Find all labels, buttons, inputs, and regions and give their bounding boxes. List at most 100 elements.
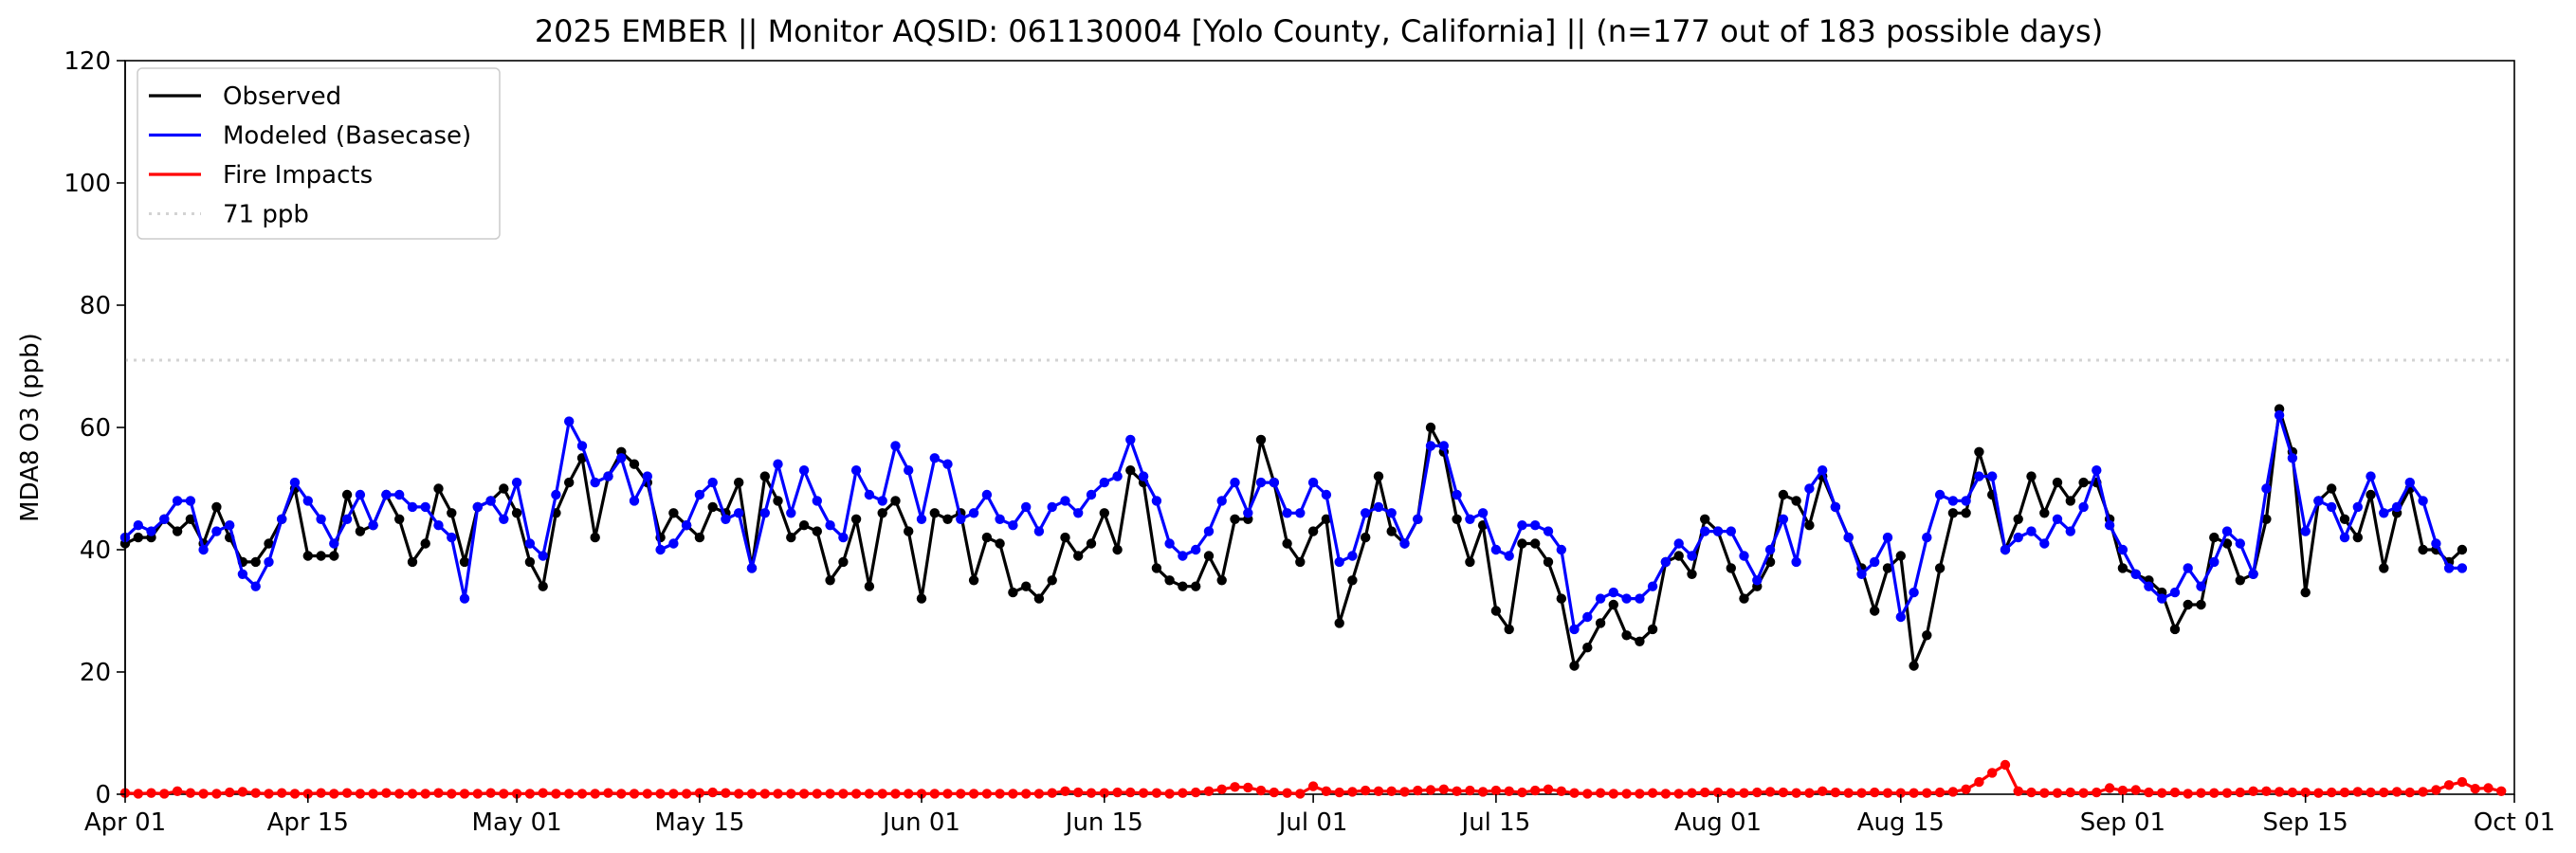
data-point bbox=[1307, 526, 1319, 536]
data-point bbox=[1569, 624, 1580, 635]
data-point bbox=[564, 416, 575, 426]
data-point bbox=[1230, 514, 1240, 524]
data-point bbox=[968, 575, 979, 586]
data-point bbox=[1582, 789, 1593, 799]
data-point bbox=[1361, 532, 1371, 543]
data-point bbox=[447, 508, 457, 518]
data-point bbox=[1164, 575, 1175, 586]
data-point bbox=[2483, 783, 2494, 793]
data-point bbox=[1047, 575, 1057, 586]
data-point bbox=[1099, 788, 1110, 798]
data-point bbox=[341, 514, 353, 524]
data-point bbox=[1595, 618, 1606, 628]
data-point bbox=[1060, 532, 1070, 543]
data-point bbox=[459, 789, 470, 799]
data-point bbox=[1635, 593, 1645, 604]
data-point bbox=[1465, 514, 1475, 524]
legend-item: Observed bbox=[149, 82, 341, 111]
data-point bbox=[1282, 508, 1292, 518]
data-point bbox=[485, 788, 496, 798]
data-point bbox=[1347, 787, 1358, 797]
data-point bbox=[1086, 538, 1097, 549]
data-point bbox=[316, 788, 326, 798]
data-point bbox=[798, 465, 810, 476]
data-point bbox=[2026, 787, 2037, 798]
data-point bbox=[1086, 489, 1097, 500]
data-point bbox=[1635, 636, 1645, 646]
data-point bbox=[472, 789, 483, 799]
data-point bbox=[1608, 587, 1619, 598]
data-point bbox=[1321, 786, 1332, 796]
data-point bbox=[420, 538, 430, 549]
data-point bbox=[1764, 556, 1776, 568]
data-point bbox=[1778, 514, 1789, 524]
legend-label: Modeled (Basecase) bbox=[223, 122, 471, 151]
data-point bbox=[1934, 563, 1946, 573]
data-point bbox=[798, 789, 810, 799]
data-point bbox=[2117, 785, 2128, 796]
y-tick-label: 120 bbox=[64, 47, 111, 76]
data-point bbox=[264, 556, 274, 568]
data-point bbox=[1595, 593, 1606, 604]
data-point bbox=[2327, 787, 2337, 798]
data-point bbox=[1791, 788, 1801, 798]
data-point bbox=[1791, 496, 1801, 506]
data-point bbox=[1961, 784, 1971, 794]
data-point bbox=[407, 556, 418, 568]
data-point bbox=[381, 489, 392, 500]
data-point bbox=[1660, 789, 1672, 799]
data-point bbox=[1556, 544, 1567, 555]
data-point bbox=[211, 501, 222, 513]
data-point bbox=[576, 441, 588, 451]
data-point bbox=[1138, 788, 1149, 798]
data-point bbox=[447, 789, 457, 799]
data-point bbox=[172, 786, 183, 796]
data-point bbox=[1961, 508, 1971, 518]
data-point bbox=[2052, 477, 2063, 488]
data-point bbox=[1778, 787, 1789, 798]
data-point bbox=[1282, 788, 1292, 798]
data-point bbox=[2379, 563, 2389, 573]
data-point bbox=[447, 532, 457, 543]
y-axis: 0 20 40 60 80 100 120 bbox=[64, 47, 126, 809]
data-point bbox=[185, 514, 196, 524]
data-point bbox=[1269, 787, 1280, 798]
data-point bbox=[2104, 520, 2115, 531]
data-point bbox=[2078, 788, 2089, 798]
data-point bbox=[1465, 785, 1475, 796]
data-point bbox=[668, 789, 679, 799]
data-point bbox=[1974, 776, 1984, 788]
data-point bbox=[1726, 788, 1737, 798]
data-point bbox=[250, 581, 261, 591]
data-point bbox=[1517, 520, 1527, 531]
data-point bbox=[1307, 477, 1319, 488]
data-point bbox=[1712, 787, 1724, 798]
data-point bbox=[1321, 514, 1332, 524]
data-point bbox=[198, 544, 209, 555]
data-point bbox=[1334, 556, 1344, 568]
data-point bbox=[2196, 788, 2206, 798]
data-point bbox=[1974, 446, 1984, 457]
data-point bbox=[1804, 788, 1815, 798]
data-point bbox=[864, 789, 875, 799]
data-point bbox=[1909, 661, 1919, 671]
data-point bbox=[916, 514, 927, 524]
legend-box bbox=[137, 67, 501, 240]
data-point bbox=[942, 459, 953, 469]
data-point bbox=[2418, 787, 2428, 797]
data-point bbox=[264, 789, 274, 799]
x-tick-label: Jun 01 bbox=[881, 808, 960, 837]
data-point bbox=[864, 581, 875, 591]
data-point bbox=[759, 471, 770, 481]
data-point bbox=[2339, 787, 2350, 798]
data-point bbox=[1178, 581, 1188, 591]
data-point bbox=[159, 514, 170, 524]
series-1 bbox=[119, 409, 2468, 635]
data-point bbox=[198, 789, 209, 799]
data-point bbox=[394, 489, 405, 500]
data-point bbox=[825, 789, 835, 799]
data-point bbox=[1882, 563, 1893, 573]
data-point bbox=[459, 593, 470, 604]
data-point bbox=[316, 551, 326, 561]
data-point bbox=[2391, 501, 2402, 513]
